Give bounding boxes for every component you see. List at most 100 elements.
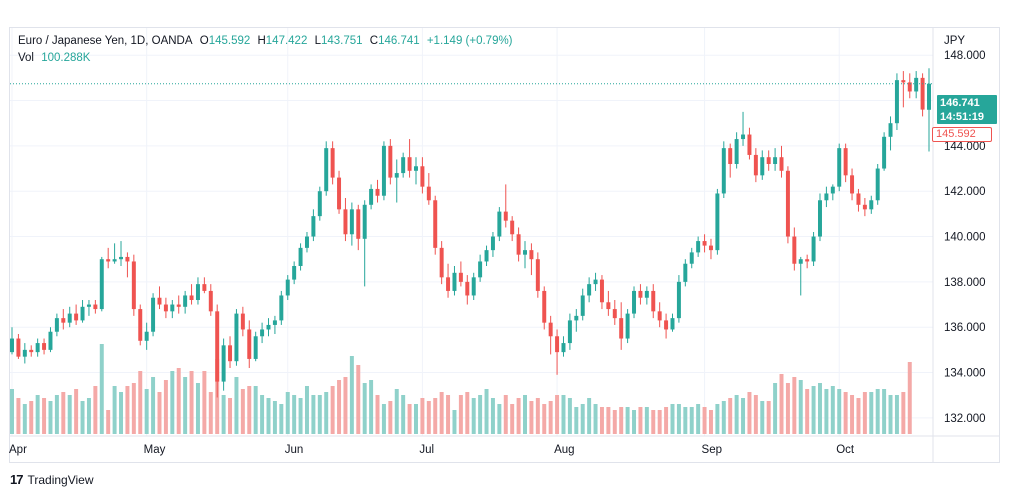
volume-bar: [574, 407, 579, 434]
volume-bar: [253, 386, 258, 434]
symbol-title[interactable]: Euro / Japanese Yen, 1D, OANDA: [18, 35, 193, 47]
volume-bar: [625, 407, 630, 434]
volume-bar: [394, 389, 399, 434]
candle-body: [112, 259, 117, 262]
candle-body: [478, 261, 483, 278]
candle-body: [894, 80, 899, 124]
volume-bar: [875, 389, 880, 434]
candle-body: [279, 295, 284, 321]
candle-body: [80, 306, 85, 321]
candle-body: [452, 272, 457, 291]
candle-body: [920, 77, 925, 110]
volume-bar: [54, 395, 59, 434]
volume-bar: [16, 398, 21, 434]
candle-body: [798, 259, 803, 264]
volume-bar: [29, 401, 34, 434]
candle-body: [888, 123, 893, 137]
volume-bar: [850, 395, 855, 434]
candle-body: [708, 245, 713, 251]
candle-body: [176, 304, 181, 307]
candle-body: [394, 173, 399, 178]
volume-bar: [125, 386, 130, 434]
volume-bar: [901, 392, 906, 434]
volume-bar: [183, 377, 188, 434]
candle-body: [202, 284, 207, 291]
volume-bar: [375, 395, 380, 434]
candle-body: [670, 318, 675, 330]
volume-bar: [670, 404, 675, 434]
volume-bar: [657, 410, 662, 434]
candle-body: [869, 200, 874, 210]
candle-body: [548, 322, 553, 337]
y-tick-label: 136.000: [944, 322, 986, 334]
ohlc-legend: Euro / Japanese Yen, 1D, OANDA O145.592 …: [18, 35, 517, 47]
candle-body: [304, 236, 309, 248]
candle-body: [35, 343, 40, 353]
candle-body: [773, 157, 778, 164]
volume-bar: [119, 392, 124, 434]
y-tick-label: 138.000: [944, 277, 986, 289]
volume-bar: [785, 383, 790, 434]
y-tick-label: 148.000: [944, 50, 986, 62]
candle-body: [221, 345, 226, 382]
volume-bar: [471, 398, 476, 434]
volume-label[interactable]: Vol: [18, 52, 34, 64]
tradingview-logo-icon[interactable]: 17: [10, 472, 24, 487]
candle-body: [837, 148, 842, 187]
candle-body: [170, 304, 175, 312]
volume-bar: [343, 377, 348, 434]
y-tick-label: 134.000: [944, 368, 986, 380]
open-price-tag: 145.592: [932, 127, 992, 142]
candle-body: [426, 186, 431, 201]
candle-body: [561, 343, 566, 353]
volume-bar: [708, 410, 713, 434]
volume-bar: [195, 383, 200, 434]
candle-body: [741, 134, 746, 140]
candle-body: [753, 154, 758, 176]
footer: 17 TradingView: [10, 472, 94, 487]
volume-bar: [272, 401, 277, 434]
volume-bar: [420, 398, 425, 434]
candle-body: [343, 209, 348, 235]
candle-body: [144, 331, 149, 341]
candle-body: [901, 80, 906, 83]
candle-body: [86, 304, 91, 307]
volume-bar: [414, 404, 418, 434]
candle-body: [542, 290, 547, 323]
candle-body: [490, 236, 495, 251]
volume-bar: [144, 389, 149, 434]
candle-body: [298, 247, 303, 266]
volume-bar: [523, 395, 527, 434]
x-tick-label: Jun: [285, 444, 304, 456]
candle-body: [99, 259, 104, 310]
candle-body: [215, 311, 220, 382]
candle-body: [702, 241, 707, 246]
volume-bar: [240, 389, 245, 434]
close-value: 146.741: [378, 35, 420, 47]
volume-bar: [510, 404, 515, 434]
volume-bar: [651, 410, 656, 434]
candle-body: [715, 193, 720, 251]
candle-body: [458, 272, 463, 282]
candle-body: [606, 302, 611, 310]
volume-bar: [773, 383, 778, 434]
volume-bar: [689, 407, 694, 434]
volume-bar: [112, 386, 117, 434]
volume-bar: [138, 371, 143, 434]
volume-bar: [548, 401, 553, 434]
volume-bar: [824, 389, 829, 434]
volume-bar: [381, 404, 386, 434]
candlestick-chart[interactable]: 132.000 134.000 136.000 138.000 140.000 142.0…: [0, 0, 1012, 465]
last-price-value: 146.741: [940, 97, 980, 109]
tradingview-brand[interactable]: TradingView: [27, 472, 94, 487]
candle-body: [433, 200, 438, 248]
volume-bar: [580, 404, 585, 434]
candle-body: [208, 290, 213, 312]
volume-bar: [10, 389, 14, 434]
volume-bar: [888, 395, 893, 434]
volume-bar: [260, 395, 265, 434]
volume-bar: [439, 392, 444, 434]
candle-body: [240, 313, 245, 330]
volume-bar: [292, 395, 297, 434]
candle-body: [529, 250, 534, 260]
